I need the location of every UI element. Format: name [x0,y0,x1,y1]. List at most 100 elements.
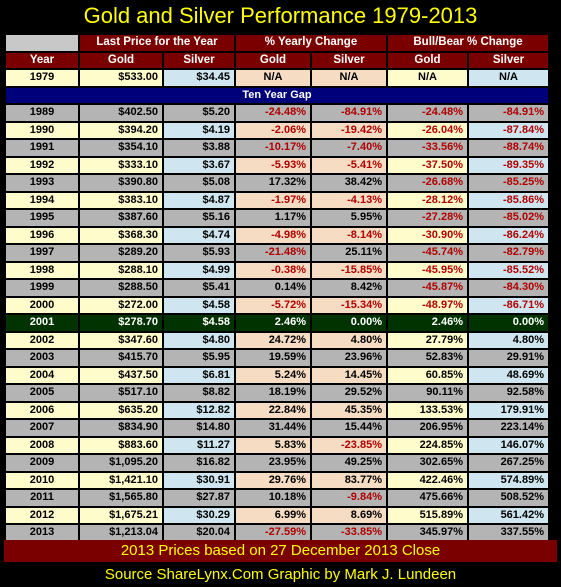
table-row: 1991 $354.10 $3.88 -10.17% -7.40% -33.56% -88.… [6,140,548,156]
cell-bullbear-silver: 508.52% [469,490,548,506]
cell-bullbear-gold: -30.90% [388,227,467,243]
table-row: 1992 $333.10 $3.67 -5.93% -5.41% -37.50% -89.3… [6,157,548,173]
cell-bullbear-silver: 29.91% [469,350,548,366]
cell-price-silver: $4.87 [164,192,234,208]
cell-yearly-silver: -15.85% [312,262,386,278]
cell-bullbear-silver: -84.30% [469,280,548,296]
cell-yearly-gold: 6.99% [236,507,310,523]
cell-price-gold: $368.30 [80,227,162,243]
cell-bullbear-gold: -45.74% [388,245,467,261]
cell-yearly-silver: 0.00% [312,315,386,331]
cell-yearly-silver: 4.80% [312,332,386,348]
cell-year: 2013 [6,525,78,541]
cell-price-gold: $1,675.21 [80,507,162,523]
cell-price-silver: $12.82 [164,402,234,418]
cell-bullbear-gold: 52.83% [388,350,467,366]
cell-bullbear-gold: -28.12% [388,192,467,208]
header-price-gold: Gold [80,52,162,68]
cell-yearly-gold: -27.59% [236,525,310,541]
table-row: 2005 $517.10 $8.82 18.19% 29.52% 90.11% 92.58% [6,385,548,401]
cell-bullbear-silver: 561.42% [469,507,548,523]
table-row: 2004 $437.50 $6.81 5.24% 14.45% 60.85% 48.69% [6,367,548,383]
ten-year-gap-label: Ten Year Gap [6,87,548,103]
cell-yearly-silver: 49.25% [312,455,386,471]
cell-price-gold: $883.60 [80,437,162,453]
cell-yearly-gold: 23.95% [236,455,310,471]
cell-yearly-silver: 83.77% [312,472,386,488]
cell-price-gold: $517.10 [80,385,162,401]
table-row: 2007 $834.90 $14.80 31.44% 15.44% 206.95% 223.… [6,420,548,436]
cell-price-gold: $289.20 [80,245,162,261]
cell-price-gold: $1,565.80 [80,490,162,506]
cell-price-silver: $5.93 [164,245,234,261]
cell-yearly-silver: 23.96% [312,350,386,366]
cell-bullbear-gold: -26.68% [388,175,467,191]
cell-yearly-silver: 14.45% [312,367,386,383]
cell-yearly-silver: 38.42% [312,175,386,191]
cell-yearly-silver: -8.14% [312,227,386,243]
cell-year: 2009 [6,455,78,471]
table-row: 1999 $288.50 $5.41 0.14% 8.42% -45.87% -84.30% [6,280,548,296]
cell-yearly-silver: 15.44% [312,420,386,436]
cell-bullbear-silver: 179.91% [469,402,548,418]
cell-price-silver: $30.91 [164,472,234,488]
cell-year: 1996 [6,227,78,243]
cell-price-gold: $347.60 [80,332,162,348]
table-row: 1979 $533.00 $34.45 N/A N/A N/A N/A [6,70,548,86]
table-row: 1995 $387.60 $5.16 1.17% 5.95% -27.28% -85.02% [6,210,548,226]
cell-bullbear-gold: 90.11% [388,385,467,401]
cell-bullbear-silver: -85.25% [469,175,548,191]
cell-yearly-gold: 24.72% [236,332,310,348]
cell-yearly-gold: 10.18% [236,490,310,506]
cell-price-silver: $4.19 [164,122,234,138]
cell-yearly-gold: N/A [236,70,310,86]
cell-bullbear-silver: -85.86% [469,192,548,208]
table-row: 2012 $1,675.21 $30.29 6.99% 8.69% 515.89% 561.… [6,507,548,523]
cell-price-silver: $5.95 [164,350,234,366]
cell-year: 2008 [6,437,78,453]
cell-yearly-gold: 2.46% [236,315,310,331]
cell-price-gold: $288.10 [80,262,162,278]
cell-price-silver: $14.80 [164,420,234,436]
table-row: 2003 $415.70 $5.95 19.59% 23.96% 52.83% 29.91% [6,350,548,366]
footer-source: Source ShareLynx.Com Graphic by Mark J. … [104,566,457,583]
cell-yearly-silver: N/A [312,70,386,86]
cell-bullbear-silver: 92.58% [469,385,548,401]
cell-price-silver: $4.80 [164,332,234,348]
cell-bullbear-gold: -24.48% [388,105,467,121]
table-row: 1989 $402.50 $5.20 -24.48% -84.91% -24.48% -84… [6,105,548,121]
cell-yearly-gold: 22.84% [236,402,310,418]
cell-bullbear-silver: -85.02% [469,210,548,226]
cell-yearly-gold: -24.48% [236,105,310,121]
cell-bullbear-gold: -45.95% [388,262,467,278]
header-yearly-change: % Yearly Change [236,35,386,51]
cell-price-gold: $415.70 [80,350,162,366]
cell-year: 1999 [6,280,78,296]
header-column-row: Year Gold Silver Gold Silver Gold Silver [6,52,548,68]
cell-price-gold: $288.50 [80,280,162,296]
cell-price-silver: $20.04 [164,525,234,541]
cell-price-silver: $5.20 [164,105,234,121]
table-row: 1993 $390.80 $5.08 17.32% 38.42% -26.68% -85.2… [6,175,548,191]
header-year: Year [6,52,78,68]
cell-price-silver: $3.88 [164,140,234,156]
cell-bullbear-silver: -87.84% [469,122,548,138]
cell-bullbear-gold: -48.97% [388,297,467,313]
cell-bullbear-silver: 4.80% [469,332,548,348]
cell-bullbear-gold: N/A [388,70,467,86]
cell-bullbear-gold: 422.46% [388,472,467,488]
cell-bullbear-gold: -27.28% [388,210,467,226]
cell-yearly-gold: -5.93% [236,157,310,173]
cell-price-gold: $402.50 [80,105,162,121]
cell-yearly-gold: -4.98% [236,227,310,243]
cell-year: 1998 [6,262,78,278]
cell-bullbear-gold: -26.04% [388,122,467,138]
table-row: 1996 $368.30 $4.74 -4.98% -8.14% -30.90% -86.2… [6,227,548,243]
table-row: 2001 $278.70 $4.58 2.46% 0.00% 2.46% 0.00% [6,315,548,331]
cell-year: 1979 [6,70,78,86]
cell-yearly-gold: 31.44% [236,420,310,436]
table-row: 2006 $635.20 $12.82 22.84% 45.35% 133.53% 179.… [6,402,548,418]
cell-price-silver: $3.67 [164,157,234,173]
header-group-row: Last Price for the Year % Yearly Change … [6,35,548,51]
header-yearly-gold: Gold [236,52,310,68]
